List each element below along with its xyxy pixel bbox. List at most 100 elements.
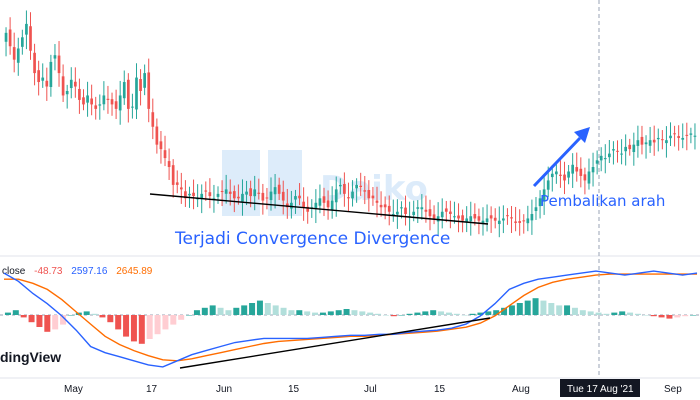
candle <box>208 178 212 209</box>
candle-body <box>175 182 179 185</box>
candle <box>616 140 619 163</box>
candle <box>550 165 554 192</box>
histogram-bar <box>634 313 641 315</box>
macd-legend: close -48.73 2597.16 2645.89 <box>2 266 153 277</box>
candle-body <box>420 207 424 210</box>
histogram-bar <box>682 315 689 317</box>
brand-logo-text: dingView <box>0 349 61 365</box>
candle <box>139 69 142 106</box>
candle-body <box>440 211 444 218</box>
candle-body <box>571 164 575 174</box>
candle <box>322 187 326 217</box>
histogram-bar <box>406 313 413 315</box>
candle <box>196 184 199 208</box>
histogram-bar <box>217 307 224 315</box>
histogram-bar <box>461 315 468 316</box>
candle-body <box>245 191 248 195</box>
candle-body <box>261 192 265 201</box>
histogram-bar <box>438 311 445 315</box>
candle <box>347 182 350 212</box>
candle-body <box>294 196 297 200</box>
candle <box>681 123 685 149</box>
candle <box>522 214 526 234</box>
candle <box>114 89 118 120</box>
histogram-bar <box>225 310 232 315</box>
candle-body <box>538 198 542 207</box>
histogram-bar <box>327 311 334 315</box>
candle <box>49 54 53 97</box>
x-tick-label: Aug <box>512 384 530 395</box>
candle-body <box>351 191 354 199</box>
histogram-bar <box>658 315 665 318</box>
candle-body <box>285 203 289 208</box>
candle-body <box>326 200 330 208</box>
candle-body <box>383 204 387 208</box>
candle <box>232 185 236 213</box>
candle <box>644 135 648 159</box>
candle-body <box>681 137 685 140</box>
candle <box>192 179 195 210</box>
histogram-bar <box>272 305 279 315</box>
histogram-bar <box>52 315 59 330</box>
candle-body <box>163 150 167 159</box>
candle-body <box>318 198 322 206</box>
candle-body <box>151 112 155 127</box>
histogram-bar <box>99 315 106 318</box>
candle-body <box>428 209 432 217</box>
candle-body <box>204 190 208 192</box>
candle-body <box>49 61 53 88</box>
histogram-bar <box>548 303 555 315</box>
candle-body <box>363 190 367 192</box>
candle-body <box>677 136 681 138</box>
candle <box>416 200 420 224</box>
candle <box>290 190 293 219</box>
candle <box>41 63 45 88</box>
candle <box>147 58 151 123</box>
candle-body <box>135 77 138 110</box>
candle <box>608 140 611 164</box>
candle <box>224 174 228 204</box>
crosshair-date-text: Tue 17 Aug '21 <box>567 384 634 395</box>
histogram-bar <box>619 311 626 315</box>
candle-body <box>220 191 224 193</box>
histogram-bar <box>20 315 27 318</box>
histogram-bar <box>288 310 295 315</box>
histogram-bar <box>241 305 248 315</box>
histogram-bar <box>335 310 342 315</box>
candle-body <box>253 189 257 197</box>
candle-body <box>20 37 24 47</box>
candle-body <box>489 215 493 219</box>
histogram-bar <box>493 310 500 315</box>
candle <box>599 147 603 172</box>
candle <box>241 179 244 216</box>
candle-body <box>94 105 98 109</box>
histogram-bar <box>304 311 311 315</box>
candle-body <box>25 23 28 35</box>
histogram-bar <box>469 313 476 315</box>
candle <box>379 191 383 217</box>
candle <box>685 122 689 151</box>
candle <box>338 178 342 195</box>
histogram-bar <box>138 315 145 344</box>
macd-legend-signal: 2645.89 <box>116 266 153 277</box>
candle-body <box>37 70 40 83</box>
candle-body <box>359 185 363 188</box>
histogram-bar <box>524 300 531 315</box>
histogram-bar <box>595 312 602 315</box>
candle <box>673 125 676 147</box>
candle-body <box>367 189 371 199</box>
candle <box>163 135 167 167</box>
candle-body <box>16 48 20 63</box>
histogram-bar <box>60 315 67 325</box>
histogram-bar <box>115 315 122 330</box>
candle-body <box>449 211 452 214</box>
candle-body <box>628 144 632 150</box>
candle <box>363 175 367 205</box>
candle-body <box>53 55 57 59</box>
reversal-arrow-head <box>574 127 590 143</box>
histogram-bar <box>4 312 11 315</box>
histogram-bar <box>107 315 114 323</box>
candle-body <box>461 215 464 221</box>
candle-body <box>603 158 607 160</box>
candle <box>151 98 155 140</box>
